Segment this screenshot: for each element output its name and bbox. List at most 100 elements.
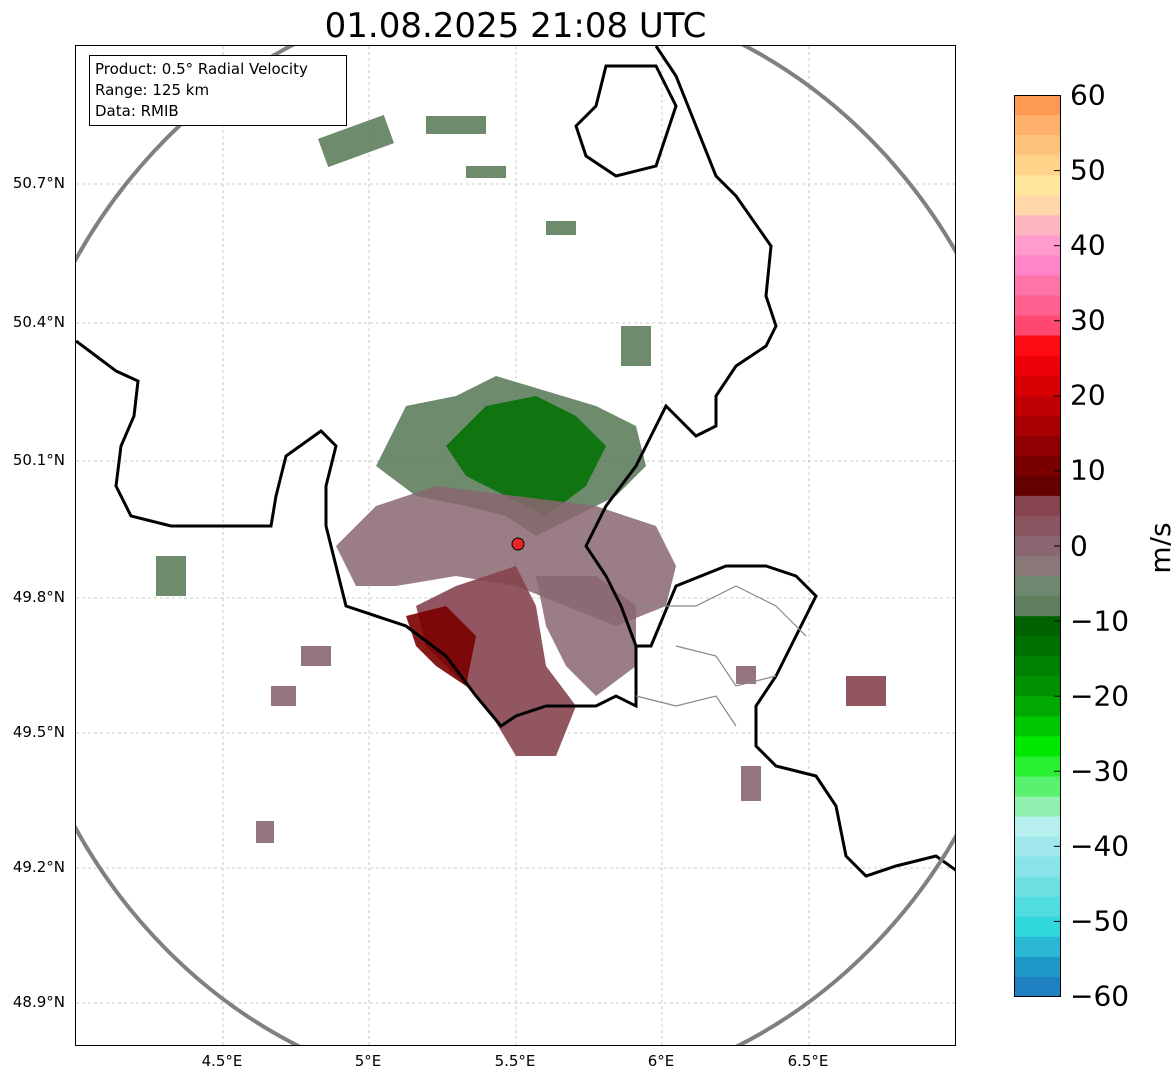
lat-label: 50.1°N xyxy=(12,451,65,469)
colorbar-band xyxy=(1014,495,1061,517)
colorbar-band xyxy=(1014,435,1061,457)
colorbar-band xyxy=(1014,475,1061,497)
border-east xyxy=(636,564,955,878)
lat-label: 48.9°N xyxy=(12,993,65,1011)
lon-label: 5°E xyxy=(354,1052,382,1070)
echo-cell xyxy=(621,326,651,366)
colorbar-tick-label: 40 xyxy=(1070,228,1106,262)
colorbar-band xyxy=(1014,195,1061,216)
colorbar-band xyxy=(1014,115,1061,136)
colorbar-band xyxy=(1014,355,1061,377)
colorbar-band xyxy=(1014,796,1061,818)
echo-cell xyxy=(156,556,186,596)
lon-label: 6.5°E xyxy=(787,1052,829,1070)
lat-label: 50.7°N xyxy=(12,174,65,192)
echo-south-dark xyxy=(406,606,476,686)
range-label: Range: 125 km xyxy=(95,81,210,99)
echo-cell xyxy=(426,116,486,134)
lon-label: 5.5°E xyxy=(494,1052,536,1070)
velocity-colorbar xyxy=(1014,95,1061,997)
colorbar-band xyxy=(1014,716,1061,738)
colorbar-band xyxy=(1014,696,1061,717)
echo-cell xyxy=(741,766,761,801)
colorbar-band xyxy=(1014,455,1061,477)
colorbar-band xyxy=(1014,395,1061,417)
colorbar-band xyxy=(1014,295,1061,317)
echo-cell xyxy=(546,221,576,235)
colorbar-ticks xyxy=(1054,95,1061,997)
colorbar-band xyxy=(1014,856,1061,878)
colorbar-band xyxy=(1014,596,1061,617)
lat-label: 49.8°N xyxy=(12,588,65,606)
colorbar-tick-label: 10 xyxy=(1070,453,1106,487)
colorbar-band xyxy=(1014,876,1061,898)
colorbar-band xyxy=(1014,616,1061,637)
colorbar-band xyxy=(1014,636,1061,657)
radar-map-canvas xyxy=(76,46,955,1045)
lat-label: 49.5°N xyxy=(12,723,65,741)
colorbar-band xyxy=(1014,676,1061,697)
product-label: Product: 0.5° Radial Velocity xyxy=(95,60,308,78)
colorbar-tick-label: −10 xyxy=(1070,604,1130,638)
colorbar-band xyxy=(1014,155,1061,176)
colorbar-tick-label: 30 xyxy=(1070,303,1106,337)
national-borders xyxy=(76,46,955,878)
lat-label: 50.4°N xyxy=(12,313,65,331)
echo-cell xyxy=(846,676,886,706)
colorbar-band xyxy=(1014,275,1061,297)
colorbar-band xyxy=(1014,976,1061,997)
echo-cell xyxy=(256,821,274,843)
colorbar-band xyxy=(1014,135,1061,156)
product-info-box: Product: 0.5° Radial Velocity Range: 125… xyxy=(89,55,347,126)
colorbar-band xyxy=(1014,315,1061,337)
colorbar-tick-label: −30 xyxy=(1070,754,1130,788)
echo-cell xyxy=(271,686,296,706)
border-loop xyxy=(574,64,678,178)
colorbar-band xyxy=(1014,776,1061,798)
colorbar-tick-label: 50 xyxy=(1070,153,1106,187)
echo-cell xyxy=(736,666,756,684)
chart-title: 01.08.2025 21:08 UTC xyxy=(324,6,707,46)
colorbar-band xyxy=(1014,255,1061,276)
colorbar-band xyxy=(1014,375,1061,397)
lon-label: 6°E xyxy=(647,1052,675,1070)
colorbar-band xyxy=(1014,736,1061,758)
colorbar-bands xyxy=(1014,95,1061,997)
colorbar-band xyxy=(1014,916,1061,938)
colorbar-band xyxy=(1014,535,1061,557)
colorbar-band xyxy=(1014,235,1061,256)
colorbar-band xyxy=(1014,215,1061,236)
radar-site-marker xyxy=(511,537,525,551)
data-source-label: Data: RMIB xyxy=(95,102,179,120)
colorbar-tick-label: 60 xyxy=(1070,78,1106,112)
colorbar-band xyxy=(1014,816,1061,838)
lat-label: 49.2°N xyxy=(12,858,65,876)
colorbar-band xyxy=(1014,576,1061,597)
colorbar-band xyxy=(1014,836,1061,858)
echo-cell xyxy=(466,166,506,178)
colorbar-band xyxy=(1014,936,1061,958)
lon-label: 4.5°E xyxy=(201,1052,243,1070)
colorbar-band xyxy=(1014,896,1061,918)
colorbar-band xyxy=(1014,556,1061,577)
echo-southeast xyxy=(536,576,636,696)
radar-map[interactable]: Product: 0.5° Radial Velocity Range: 125… xyxy=(75,45,956,1046)
echo-cell xyxy=(317,114,395,168)
colorbar-units: m/s xyxy=(1144,522,1171,574)
colorbar-tick-label: 20 xyxy=(1070,378,1106,412)
colorbar-tick-label: −40 xyxy=(1070,829,1130,863)
echo-north-core xyxy=(446,396,606,516)
colorbar-band xyxy=(1014,335,1061,357)
colorbar-band xyxy=(1014,175,1061,196)
colorbar-band xyxy=(1014,756,1061,778)
colorbar-band xyxy=(1014,415,1061,437)
colorbar-tick-label: −60 xyxy=(1070,979,1130,1013)
velocity-echoes xyxy=(156,114,886,843)
colorbar-band xyxy=(1014,656,1061,677)
colorbar-band xyxy=(1014,515,1061,537)
colorbar-band xyxy=(1014,95,1061,116)
colorbar-tick-label: −20 xyxy=(1070,679,1130,713)
admin-borders xyxy=(635,585,807,727)
colorbar-tick-label: −50 xyxy=(1070,904,1130,938)
colorbar-band xyxy=(1014,956,1061,978)
